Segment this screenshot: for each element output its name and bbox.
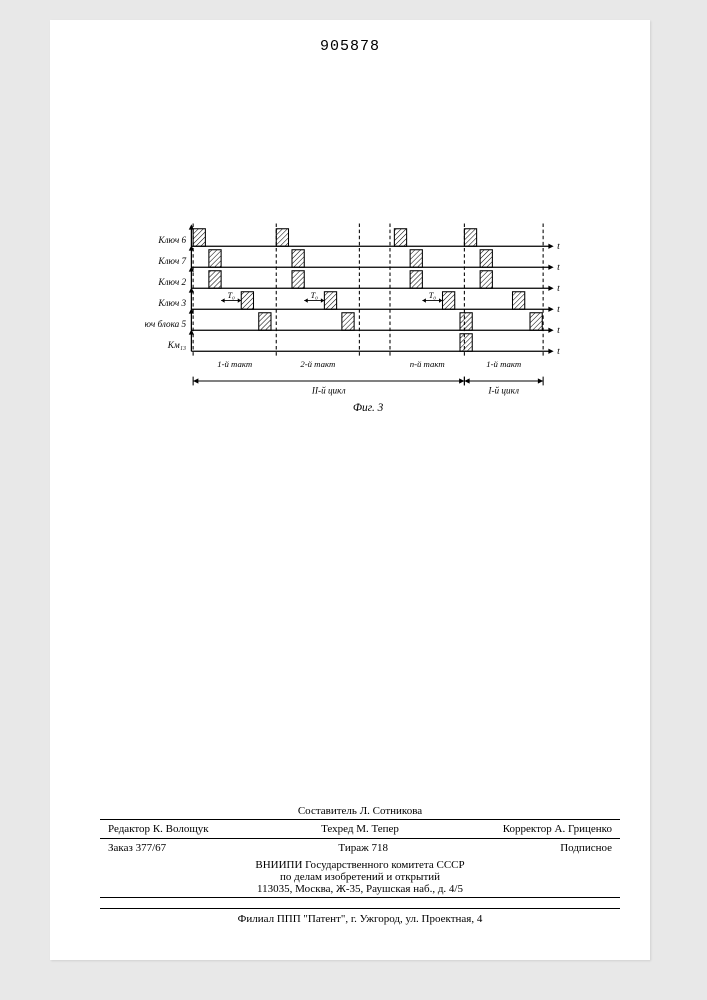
svg-text:t: t bbox=[557, 241, 560, 252]
page: 905878 t Ключ 6 t Ключ 7 t Ключ 2 t Ключ 3 T₀ T₀ T… bbox=[50, 20, 650, 960]
corrector-label: Корректор bbox=[503, 823, 552, 835]
techred-name: М. Тепер bbox=[356, 823, 399, 835]
order-value: 377/67 bbox=[136, 842, 167, 854]
svg-text:Ключ блока 5: Ключ блока 5 bbox=[145, 319, 187, 329]
tirage-value: 718 bbox=[371, 842, 388, 854]
corrector-name: А. Гриценко bbox=[555, 823, 612, 835]
svg-text:Ключ 7: Ключ 7 bbox=[157, 256, 186, 266]
editor-label: Редактор bbox=[108, 823, 150, 835]
imprint-block: Составитель Л. Сотникова Редактор К. Вол… bbox=[100, 805, 620, 900]
timing-diagram: t Ключ 6 t Ключ 7 t Ключ 2 t Ключ 3 T₀ T₀ T₀ t Ключ … bbox=[145, 220, 565, 430]
org-addr: 113035, Москва, Ж-35, Раушская наб., д. … bbox=[100, 883, 620, 895]
compiler-label: Составитель bbox=[298, 805, 357, 817]
svg-text:2-й такт: 2-й такт bbox=[300, 359, 335, 369]
document-number: 905878 bbox=[320, 38, 380, 55]
svg-text:Ключ 3: Ключ 3 bbox=[157, 298, 186, 308]
tirage-label: Тираж bbox=[338, 842, 368, 854]
svg-text:Км₁₃: Км₁₃ bbox=[167, 340, 186, 350]
svg-text:Фиг. 3: Фиг. 3 bbox=[353, 402, 384, 414]
svg-text:t: t bbox=[557, 325, 560, 336]
compiler-name: Л. Сотникова bbox=[360, 805, 422, 817]
svg-text:t: t bbox=[557, 304, 560, 315]
org-line2: по делам изобретений и открытий bbox=[100, 871, 620, 883]
editor-name: К. Волощук bbox=[153, 823, 209, 835]
svg-text:1-й такт: 1-й такт bbox=[486, 359, 521, 369]
svg-text:t: t bbox=[557, 262, 560, 273]
subscription: Подписное bbox=[560, 842, 612, 854]
branch-line: Филиал ППП "Патент", г. Ужгород, ул. Про… bbox=[100, 908, 620, 925]
techred-label: Техред bbox=[321, 823, 353, 835]
svg-text:1-й такт: 1-й такт bbox=[217, 359, 252, 369]
svg-text:t: t bbox=[557, 346, 560, 357]
svg-text:I-й цикл: I-й цикл bbox=[487, 385, 519, 395]
org-line1: ВНИИПИ Государственного комитета СССР bbox=[100, 859, 620, 871]
svg-text:T₀: T₀ bbox=[429, 291, 437, 300]
order-label: Заказ bbox=[108, 842, 133, 854]
svg-text:Ключ 6: Ключ 6 bbox=[157, 235, 186, 245]
svg-text:t: t bbox=[557, 283, 560, 294]
svg-text:T₀: T₀ bbox=[227, 291, 235, 300]
svg-text:n-й такт: n-й такт bbox=[410, 359, 445, 369]
svg-text:Ключ 2: Ключ 2 bbox=[157, 277, 186, 287]
svg-text:II-й цикл: II-й цикл bbox=[311, 385, 346, 395]
svg-text:T₀: T₀ bbox=[311, 291, 319, 300]
